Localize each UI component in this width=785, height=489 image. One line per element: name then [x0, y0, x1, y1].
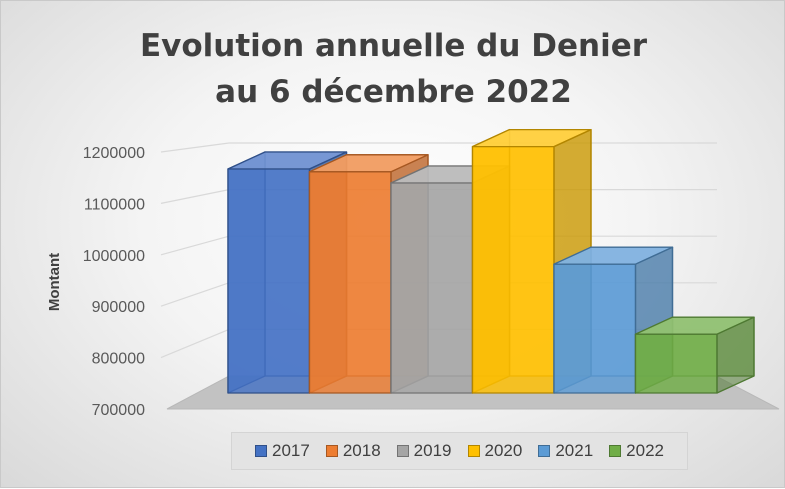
gridline-left: [160, 235, 230, 256]
y-tick-label: 800000: [92, 351, 145, 368]
legend-label: 2021: [555, 441, 594, 460]
gridline-left: [160, 282, 230, 307]
legend-item-2017: 2017: [255, 441, 310, 461]
y-tick-label: 1200000: [83, 145, 145, 162]
legend-item-2021: 2021: [538, 441, 593, 461]
legend-swatch: [609, 445, 622, 457]
legend-swatch: [538, 445, 551, 457]
y-tick-label: 900000: [92, 299, 145, 316]
chart-title-line1: Evolution annuelle du Denier: [139, 28, 648, 64]
y-tick-label: 700000: [92, 402, 145, 419]
chart-title: Evolution annuelle du Denier au 6 décemb…: [1, 23, 785, 115]
legend-label: 2019: [413, 441, 452, 460]
legend-swatch: [255, 445, 268, 457]
y-axis-label: Montant: [46, 253, 63, 311]
gridline-left: [160, 328, 230, 359]
legend-label: 2018: [342, 441, 381, 460]
legend-label: 2022: [626, 441, 664, 460]
legend-label: 2020: [484, 441, 523, 460]
gridline-left: [160, 189, 230, 204]
y-tick-label: 1000000: [83, 248, 145, 265]
bar-2020: [471, 128, 592, 394]
legend-item-2019: 2019: [396, 441, 452, 461]
gridline-left: [160, 142, 230, 153]
legend-swatch: [325, 445, 338, 457]
y-tick-label: 1100000: [84, 196, 145, 213]
legend-swatch: [396, 445, 409, 457]
legend-swatch: [467, 445, 480, 457]
legend-item-2022: 2022: [609, 441, 664, 461]
chart-title-line2: au 6 décembre 2022: [215, 74, 572, 110]
legend-item-2020: 2020: [467, 441, 523, 461]
legend-item-2018: 2018: [325, 441, 381, 461]
legend-label: 2017: [272, 441, 310, 460]
legend: 2017 2018 2019 2020 2021 2022: [231, 432, 688, 470]
bar-2022: [634, 316, 755, 394]
